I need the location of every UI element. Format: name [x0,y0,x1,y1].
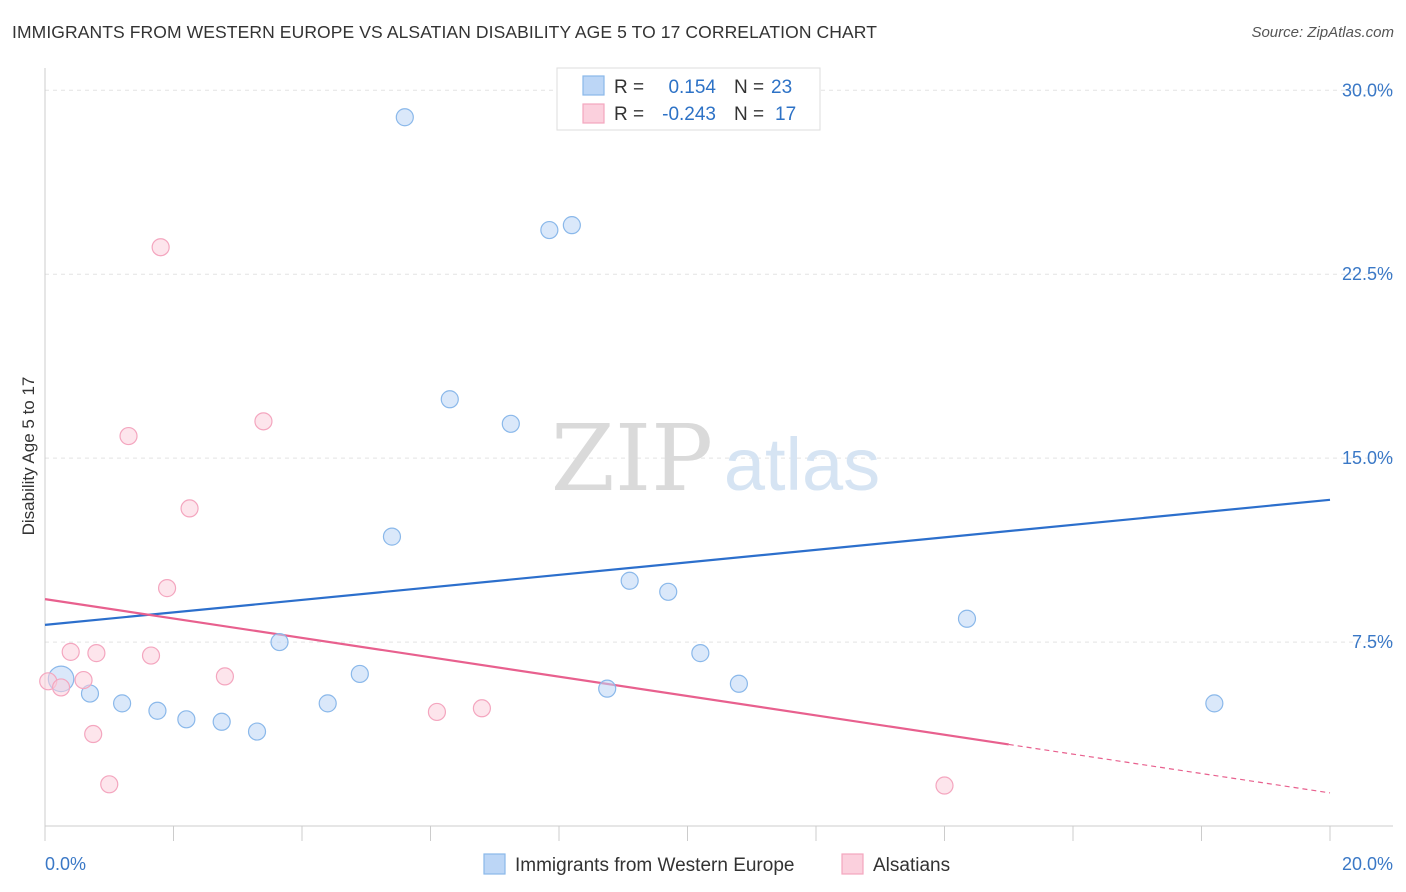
data-point-western-europe [691,644,710,663]
data-point-western-europe [659,582,678,601]
x-tick-label-min: 0.0% [45,854,86,874]
legend-swatch-blue [582,75,605,96]
y-tick-label: 7.5% [1352,632,1393,652]
data-point-western-europe [1205,694,1224,713]
data-point-alsatians [157,579,177,598]
data-point-western-europe [318,694,337,713]
data-point-western-europe [247,722,267,741]
watermark: ZIP atlas [551,405,880,512]
data-point-alsatians [100,775,119,794]
source-label: Source: ZipAtlas.com [1251,24,1394,41]
tick-labels: 7.5% 15.0% 22.5% 30.0% 0.0% 20.0% [45,80,1393,874]
bottom-legend-label-blue: Immigrants from Western Europe [515,855,794,876]
chart-title: IMMIGRANTS FROM WESTERN EUROPE VS ALSATI… [12,22,878,42]
data-point-western-europe [440,390,459,409]
axes [44,68,1393,841]
legend-n-value-1: 23 [771,77,792,98]
legend-r-value-1: 0.154 [668,77,716,98]
data-point-alsatians [74,670,93,690]
data-point-western-europe [562,216,581,235]
data-point-western-europe [395,108,414,127]
bottom-legend-swatch-pink [841,853,864,875]
legend-r-value-2: -0.243 [662,104,716,125]
legend-r-label-1: R = [614,77,644,98]
x-tick-label-max: 20.0% [1342,854,1393,874]
data-point-alsatians [935,776,954,795]
gridlines [45,89,1393,643]
data-point-alsatians [61,642,80,661]
bottom-legend-label-pink: Alsatians [873,855,950,876]
data-point-western-europe [350,664,369,684]
data-point-western-europe [957,609,977,628]
data-point-western-europe [501,414,520,433]
data-point-western-europe [212,712,231,731]
y-axis-label: Disability Age 5 to 17 [19,377,38,536]
data-point-alsatians [87,644,106,663]
data-point-western-europe [177,710,196,729]
trend-line-0 [44,498,1331,626]
trend-line-1 [44,598,1009,746]
trend-line-extension-1 [1008,743,1331,794]
data-point-alsatians [427,702,447,722]
trend-lines [44,498,1331,794]
legend-n-value-2: 17 [775,104,796,125]
data-point-western-europe [598,679,617,698]
data-points [39,108,1224,795]
data-point-western-europe [270,632,289,652]
data-point-alsatians [215,667,234,686]
data-point-alsatians [472,699,491,718]
data-point-alsatians [51,678,71,697]
data-point-alsatians [141,646,161,665]
data-point-western-europe [148,701,167,720]
watermark-zip: ZIP [551,405,713,512]
bottom-legend: Immigrants from Western Europe Alsatians [483,853,950,876]
y-tick-label: 30.0% [1342,80,1393,100]
data-point-western-europe [540,220,559,240]
watermark-atlas: atlas [724,423,880,506]
y-tick-label: 15.0% [1342,448,1393,468]
data-point-alsatians [151,238,170,257]
legend-r-label-2: R = [614,104,644,125]
data-point-alsatians [180,499,199,518]
y-tick-label: 22.5% [1342,264,1393,284]
bottom-legend-swatch-blue [483,853,506,875]
data-point-western-europe [729,674,749,693]
data-point-alsatians [119,426,138,446]
top-legend: R = 0.154 N = 23 R = -0.243 N = 17 [556,67,821,131]
legend-n-label-2: N = [734,104,764,125]
legend-swatch-pink [582,103,605,124]
data-point-alsatians [84,724,103,744]
data-point-western-europe [112,694,132,713]
data-point-western-europe [620,571,639,590]
legend-n-label-1: N = [734,77,764,98]
data-point-alsatians [254,412,273,431]
data-point-western-europe [382,527,402,546]
